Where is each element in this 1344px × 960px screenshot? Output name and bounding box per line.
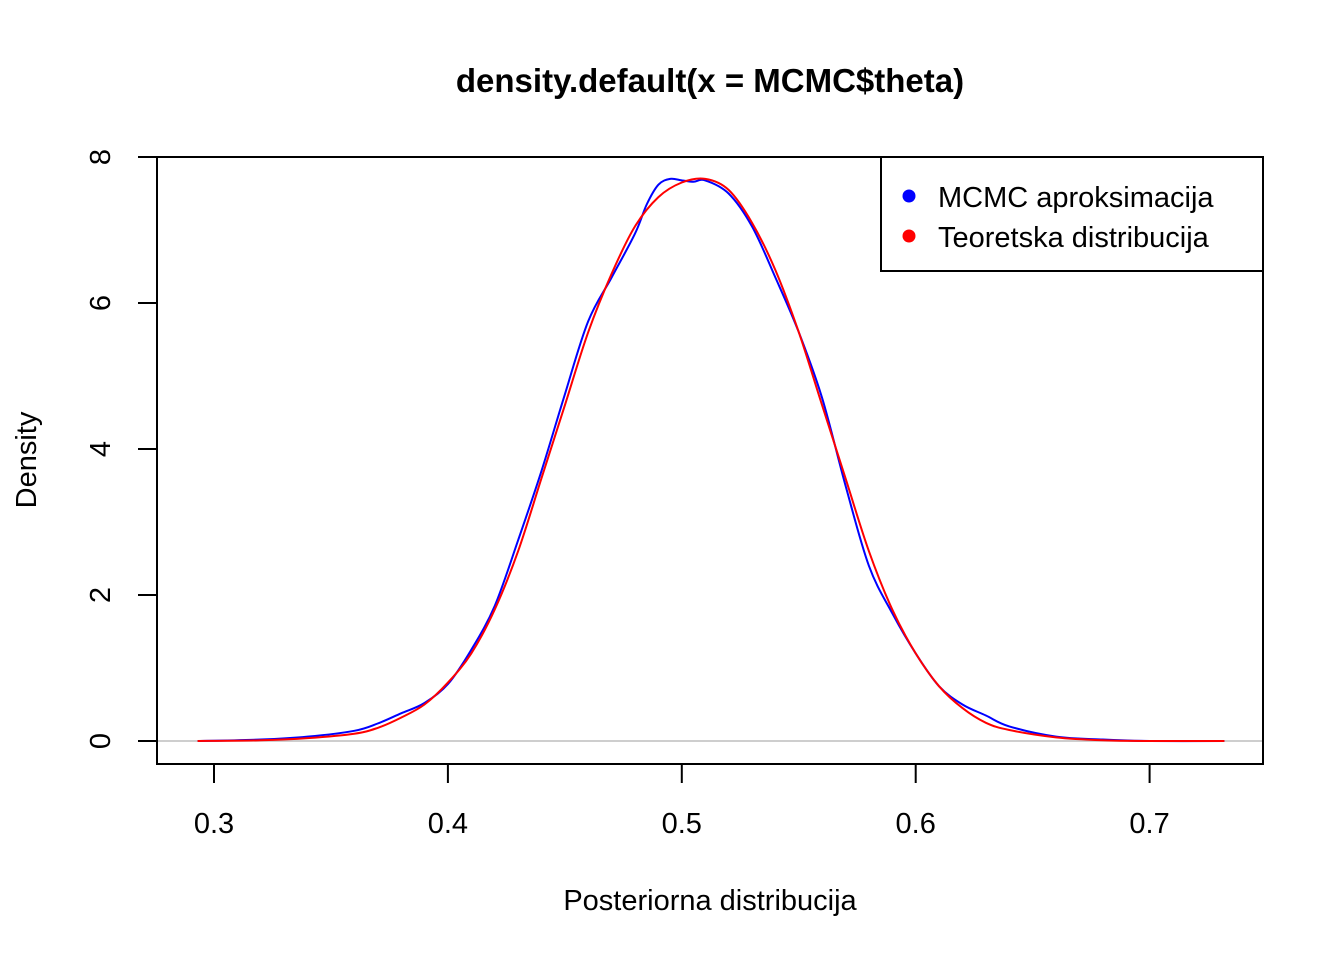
legend: MCMC aproksimacija Teoretska distribucij… [880, 156, 1264, 272]
y-tick-label: 6 [85, 295, 117, 311]
legend-box [880, 156, 1264, 272]
series-lines [197, 177, 1225, 743]
legend-label-teoretska: Teoretska distribucija [938, 222, 1210, 254]
x-axis: 0.3 0.4 0.5 0.6 0.7 [194, 763, 1170, 840]
series-line-teoretska [197, 177, 1225, 743]
y-tick-label: 8 [85, 149, 117, 165]
chart-title: density.default(x = MCMC$theta) [456, 62, 964, 99]
y-axis: 0 2 4 6 8 [85, 149, 158, 749]
x-tick-label: 0.6 [896, 808, 936, 840]
y-tick-label: 2 [85, 587, 117, 603]
y-axis-label: Density [11, 411, 43, 508]
x-tick-label: 0.3 [194, 808, 234, 840]
x-tick-label: 0.7 [1129, 808, 1169, 840]
x-axis-label: Posteriorna distribucija [563, 885, 857, 917]
x-tick-label: 0.5 [662, 808, 702, 840]
legend-label-mcmc: MCMC aproksimacija [938, 182, 1214, 214]
y-tick-label: 0 [85, 733, 117, 749]
legend-marker-mcmc [902, 189, 916, 203]
y-tick-label: 4 [85, 441, 117, 457]
legend-marker-teoretska [902, 229, 916, 243]
x-tick-label: 0.4 [428, 808, 468, 840]
